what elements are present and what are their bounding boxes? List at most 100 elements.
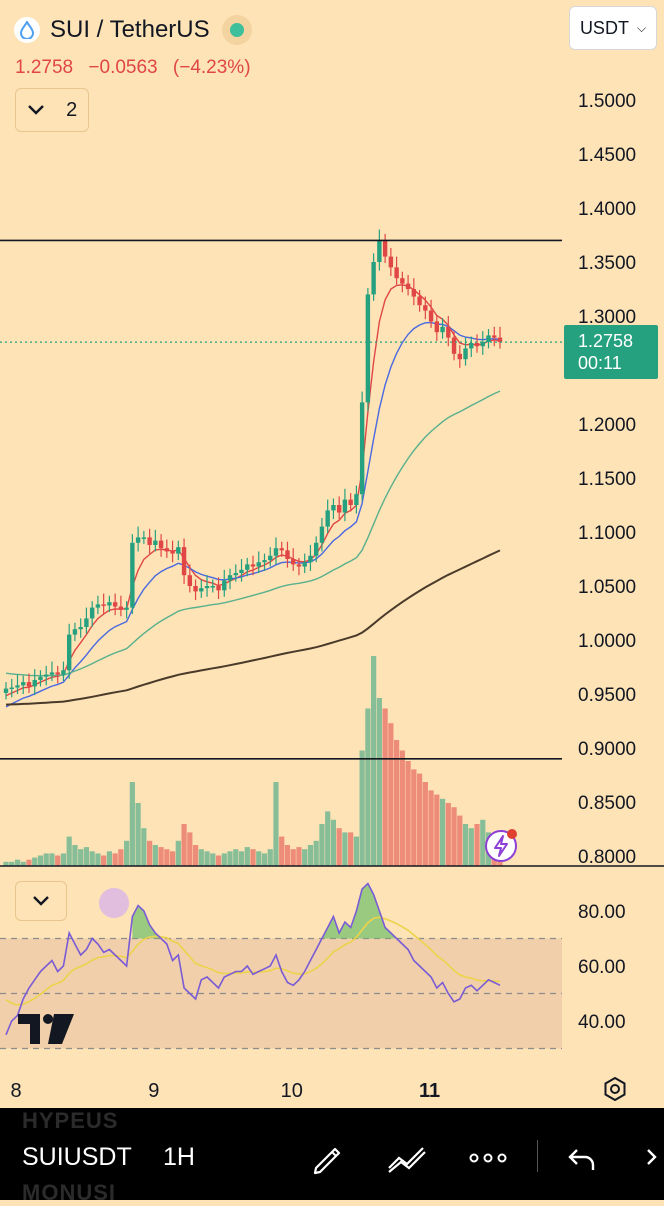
candle-up <box>262 553 267 571</box>
volume-bar <box>416 773 423 866</box>
volume-bar <box>60 853 67 866</box>
volume-bar <box>112 853 118 866</box>
more-icon[interactable] <box>466 1138 510 1178</box>
candle-up <box>204 575 210 597</box>
candle-up <box>21 675 26 694</box>
candle-down <box>348 493 353 512</box>
candle-up <box>239 559 244 582</box>
time-tick-label: 8 <box>10 1080 21 1102</box>
volume-bar <box>95 853 101 866</box>
lightning-icon[interactable] <box>484 829 518 863</box>
price-tick-label: 1.1000 <box>578 523 636 544</box>
candle-down <box>492 326 497 347</box>
chevron-down-icon <box>27 105 44 115</box>
candle-down <box>55 665 60 684</box>
candle-down <box>193 579 198 601</box>
volume-bar <box>9 861 15 866</box>
candle-down <box>170 540 175 563</box>
candle-up <box>319 517 325 552</box>
volume-bar <box>37 855 44 866</box>
volume-bar <box>210 853 216 866</box>
volume-bar <box>342 832 348 866</box>
redo-icon[interactable] <box>646 1138 664 1178</box>
candle-down <box>382 233 388 264</box>
trend-line-icon[interactable] <box>385 1138 429 1178</box>
candle-up <box>377 229 382 271</box>
symbol-selector[interactable]: SUIUSDT <box>22 1143 132 1171</box>
volume-bar <box>198 849 204 866</box>
candle-down <box>400 271 405 293</box>
price-tick-label: 0.9000 <box>578 739 636 760</box>
rsi-ma-line <box>5 916 501 1006</box>
volume-bar <box>164 849 170 866</box>
candle-up <box>365 287 371 412</box>
pen-icon[interactable] <box>308 1138 348 1178</box>
chevron-down-icon <box>33 896 49 906</box>
rsi-collapse-button[interactable] <box>15 881 67 921</box>
volume-bar <box>43 853 49 866</box>
volume-bar <box>439 798 446 866</box>
time-tick-label: 9 <box>148 1080 159 1102</box>
sui-logo-icon <box>14 17 40 43</box>
price-axis: 1.50001.45001.40001.35001.30001.25001.20… <box>578 91 636 1033</box>
indicator-count: 2 <box>66 98 78 121</box>
tradingview-logo-icon[interactable] <box>18 1014 74 1044</box>
candle-up <box>3 682 9 700</box>
candle-up <box>95 595 101 615</box>
rsi-lines <box>5 882 501 1036</box>
candle-down <box>434 314 440 341</box>
volume-bar <box>238 851 245 866</box>
candle-up <box>153 529 158 552</box>
candle-down <box>446 316 451 347</box>
volume-bar <box>14 859 21 866</box>
candle-up <box>233 564 238 582</box>
volume-bar <box>250 849 256 866</box>
volume-bar <box>330 819 337 866</box>
currency-select[interactable]: USDT ⌵ <box>569 6 657 50</box>
time-tick-label: 10 <box>281 1080 303 1102</box>
ema-line-2 <box>5 321 501 708</box>
volume-bar <box>382 708 388 866</box>
volume-bar <box>49 853 55 866</box>
volume-bar <box>141 828 147 866</box>
candle-up <box>61 661 66 682</box>
volume-bar <box>474 824 480 866</box>
price-tick-label: 1.3500 <box>578 253 636 274</box>
candle-up <box>15 674 20 694</box>
candle-up <box>256 551 261 574</box>
candle-down <box>394 256 399 285</box>
candle-up <box>124 601 129 619</box>
candle-up <box>354 485 359 514</box>
volume-bar <box>20 861 26 866</box>
live-status-icon <box>221 15 252 45</box>
candle-up <box>342 488 348 522</box>
indicators-toggle-button[interactable]: 2 <box>15 88 89 132</box>
candle-up <box>308 544 313 571</box>
candle-up <box>313 536 319 563</box>
candle-up <box>89 601 95 628</box>
volume-bar <box>462 824 469 866</box>
price-tick-label: 0.8500 <box>578 793 636 814</box>
timeframe-selector[interactable]: 1H <box>163 1143 195 1171</box>
candle-up <box>227 568 233 590</box>
candle-up <box>49 661 55 682</box>
time-axis: 8 9 10 11 <box>10 1080 440 1102</box>
settings-icon[interactable] <box>603 1077 627 1101</box>
volume-bar <box>371 656 377 866</box>
volume-bar <box>215 855 222 866</box>
candle-down <box>26 673 32 693</box>
volume-bar <box>451 807 457 866</box>
currency-label: USDT <box>579 17 629 38</box>
undo-icon[interactable] <box>565 1138 601 1178</box>
candle-down <box>250 555 256 576</box>
volume-bar <box>273 782 279 866</box>
candle-down <box>296 557 302 576</box>
candle-up <box>302 553 307 574</box>
volume-bar <box>480 819 486 866</box>
price-tick-label: 1.5000 <box>578 91 636 112</box>
bar-countdown: 00:11 <box>578 353 622 373</box>
candle-up <box>72 622 78 642</box>
candle-down <box>474 334 480 353</box>
symbol-header[interactable]: SUI / TetherUS <box>14 14 252 46</box>
